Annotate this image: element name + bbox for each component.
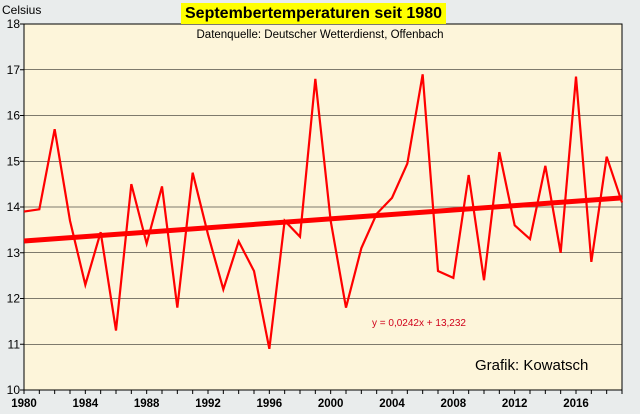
chart-credit: Grafik: Kowatsch bbox=[475, 357, 589, 374]
x-axis-ticks: 1980 1984 1988 1992 1996 2000 2004 2008 2012 2016 bbox=[11, 390, 623, 410]
x-tick-label: 2012 bbox=[502, 398, 528, 410]
chart-subtitle: Datenquelle: Deutscher Wetterdienst, Off… bbox=[196, 29, 444, 41]
x-tick-label: 1992 bbox=[195, 398, 221, 410]
x-tick-label: 2004 bbox=[379, 398, 405, 410]
temperature-series bbox=[23, 74, 624, 350]
y-tick-label: 14 bbox=[7, 200, 21, 214]
x-tick-label: 2008 bbox=[441, 398, 467, 410]
y-axis-ticks: 10 11 12 13 14 15 16 17 18 bbox=[7, 17, 24, 397]
x-tick-label: 1984 bbox=[73, 398, 99, 410]
y-axis-unit-label: Celsius bbox=[2, 3, 42, 17]
y-tick-label: 12 bbox=[7, 292, 21, 306]
y-tick-label: 11 bbox=[8, 337, 21, 351]
x-tick-label: 2016 bbox=[563, 398, 589, 410]
chart-title: Septembertemperaturen seit 1980 bbox=[181, 3, 446, 24]
x-tick-label: 2000 bbox=[318, 398, 344, 410]
y-tick-label: 13 bbox=[7, 246, 21, 260]
trend-equation: y = 0,0242x + 13,232 bbox=[372, 318, 466, 329]
x-tick-label: 1996 bbox=[257, 398, 283, 410]
x-tick-label: 1980 bbox=[11, 398, 37, 410]
y-tick-label: 18 bbox=[7, 17, 21, 31]
series-line bbox=[23, 74, 624, 350]
trend-line-group bbox=[23, 195, 623, 244]
y-tick-label: 10 bbox=[7, 383, 21, 397]
gridlines bbox=[24, 23, 622, 391]
y-tick-label: 16 bbox=[7, 109, 21, 123]
y-tick-label: 15 bbox=[7, 154, 21, 168]
x-tick-label: 1988 bbox=[134, 398, 160, 410]
trend-line bbox=[23, 195, 623, 244]
y-tick-label: 17 bbox=[7, 63, 21, 77]
